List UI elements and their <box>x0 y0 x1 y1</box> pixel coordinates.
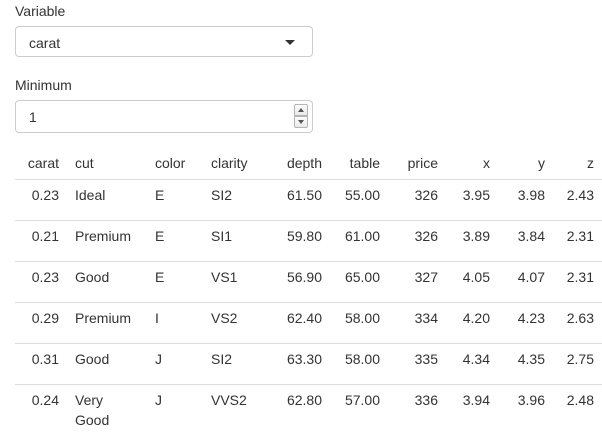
cell-depth: 56.90 <box>266 262 330 303</box>
cell-table: 61.00 <box>330 221 388 262</box>
cell-carat: 0.29 <box>15 303 67 344</box>
cell-cut: Ideal <box>67 180 147 221</box>
cell-y: 3.84 <box>498 221 553 262</box>
cell-x: 3.94 <box>446 385 498 435</box>
cell-z: 2.31 <box>553 262 602 303</box>
cell-cut: Premium <box>67 303 147 344</box>
cell-price: 326 <box>388 221 446 262</box>
cell-z: 2.75 <box>553 344 602 385</box>
column-header-x: x <box>446 147 498 180</box>
cell-y: 4.23 <box>498 303 553 344</box>
column-header-z: z <box>553 147 602 180</box>
column-header-cut: cut <box>67 147 147 180</box>
number-spinner <box>294 104 308 129</box>
cell-depth: 62.40 <box>266 303 330 344</box>
column-header-depth: depth <box>266 147 330 180</box>
cell-color: E <box>147 262 203 303</box>
cell-color: E <box>147 180 203 221</box>
decrement-button[interactable] <box>294 116 308 128</box>
cell-clarity: SI1 <box>203 221 266 262</box>
cell-table: 65.00 <box>330 262 388 303</box>
column-header-table: table <box>330 147 388 180</box>
cell-table: 58.00 <box>330 303 388 344</box>
cell-carat: 0.23 <box>15 180 67 221</box>
cell-z: 2.48 <box>553 385 602 435</box>
cell-price: 336 <box>388 385 446 435</box>
column-header-color: color <box>147 147 203 180</box>
cell-y: 4.35 <box>498 344 553 385</box>
increment-button[interactable] <box>294 104 308 116</box>
cell-x: 4.34 <box>446 344 498 385</box>
cell-cut: Good <box>67 344 147 385</box>
cell-x: 4.05 <box>446 262 498 303</box>
cell-price: 326 <box>388 180 446 221</box>
cell-color: I <box>147 303 203 344</box>
cell-carat: 0.23 <box>15 262 67 303</box>
column-header-clarity: clarity <box>203 147 266 180</box>
cell-clarity: VS1 <box>203 262 266 303</box>
cell-carat: 0.21 <box>15 221 67 262</box>
cell-cut: Premium <box>67 221 147 262</box>
minimum-input-value: 1 <box>29 109 37 125</box>
cell-color: J <box>147 344 203 385</box>
cell-depth: 61.50 <box>266 180 330 221</box>
minimum-input[interactable]: 1 <box>15 100 313 133</box>
cell-z: 2.31 <box>553 221 602 262</box>
cell-depth: 59.80 <box>266 221 330 262</box>
cell-y: 4.07 <box>498 262 553 303</box>
cell-cut: Very Good <box>67 385 147 435</box>
cell-color: E <box>147 221 203 262</box>
cell-z: 2.63 <box>553 303 602 344</box>
column-header-y: y <box>498 147 553 180</box>
cell-y: 3.98 <box>498 180 553 221</box>
variable-select-value: carat <box>29 35 60 51</box>
cell-depth: 63.30 <box>266 344 330 385</box>
cell-color: J <box>147 385 203 435</box>
cell-table: 55.00 <box>330 180 388 221</box>
variable-label: Variable <box>15 3 65 19</box>
cell-price: 327 <box>388 262 446 303</box>
cell-x: 4.20 <box>446 303 498 344</box>
chevron-down-icon <box>285 40 295 45</box>
cell-x: 3.89 <box>446 221 498 262</box>
cell-z: 2.43 <box>553 180 602 221</box>
cell-clarity: VS2 <box>203 303 266 344</box>
cell-depth: 62.80 <box>266 385 330 435</box>
cell-carat: 0.31 <box>15 344 67 385</box>
cell-clarity: SI2 <box>203 180 266 221</box>
minimum-label: Minimum <box>15 77 72 93</box>
cell-clarity: VVS2 <box>203 385 266 435</box>
cell-x: 3.95 <box>446 180 498 221</box>
cell-clarity: SI2 <box>203 344 266 385</box>
cell-table: 58.00 <box>330 344 388 385</box>
cell-table: 57.00 <box>330 385 388 435</box>
column-header-price: price <box>388 147 446 180</box>
cell-y: 3.96 <box>498 385 553 435</box>
cell-price: 335 <box>388 344 446 385</box>
cell-carat: 0.24 <box>15 385 67 435</box>
cell-cut: Good <box>67 262 147 303</box>
column-header-carat: carat <box>15 147 67 180</box>
cell-price: 334 <box>388 303 446 344</box>
variable-select[interactable]: carat <box>15 26 313 57</box>
